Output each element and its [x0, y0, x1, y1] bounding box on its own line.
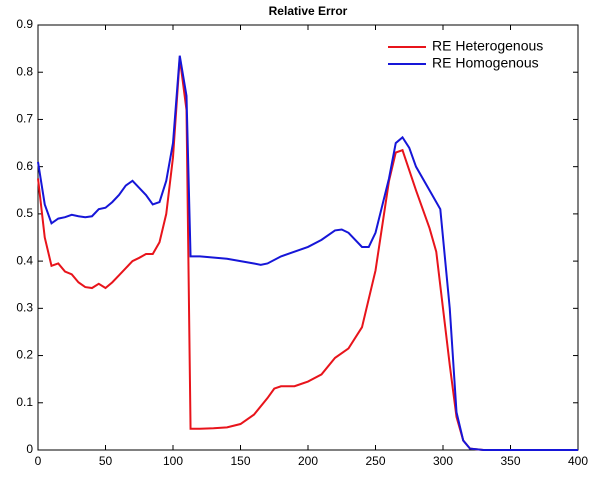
- x-tick-label: 150: [230, 454, 250, 468]
- y-tick-label: 0.8: [16, 64, 33, 78]
- y-tick-label: 0.2: [16, 348, 33, 362]
- y-tick-label: 0.7: [16, 112, 33, 126]
- y-tick-label: 0.6: [16, 159, 33, 173]
- x-tick-label: 0: [35, 454, 42, 468]
- legend-label: RE Homogenous: [432, 55, 539, 71]
- line: [37, 55, 578, 451]
- y-tick-label: 0.4: [16, 253, 33, 267]
- x-tick-label: 350: [500, 454, 520, 468]
- y-tick-label: 0.3: [16, 301, 33, 315]
- x-tick-label: 250: [365, 454, 385, 468]
- legend-label: RE Heterogenous: [432, 38, 543, 54]
- x-tick-label: 300: [433, 454, 453, 468]
- plot-frame: [37, 24, 579, 451]
- x-tick-label: 400: [568, 454, 588, 468]
- y-tick-label: 0.9: [16, 17, 33, 31]
- x-tick-label: 100: [163, 454, 183, 468]
- line: [37, 57, 578, 451]
- y-tick-label: 0.5: [16, 206, 33, 220]
- y-tick-label: 0: [26, 442, 33, 456]
- chart-title: Relative Error: [269, 4, 348, 18]
- x-tick-label: 50: [99, 454, 113, 468]
- x-tick-label: 200: [298, 454, 318, 468]
- y-tick-label: 0.1: [16, 395, 33, 409]
